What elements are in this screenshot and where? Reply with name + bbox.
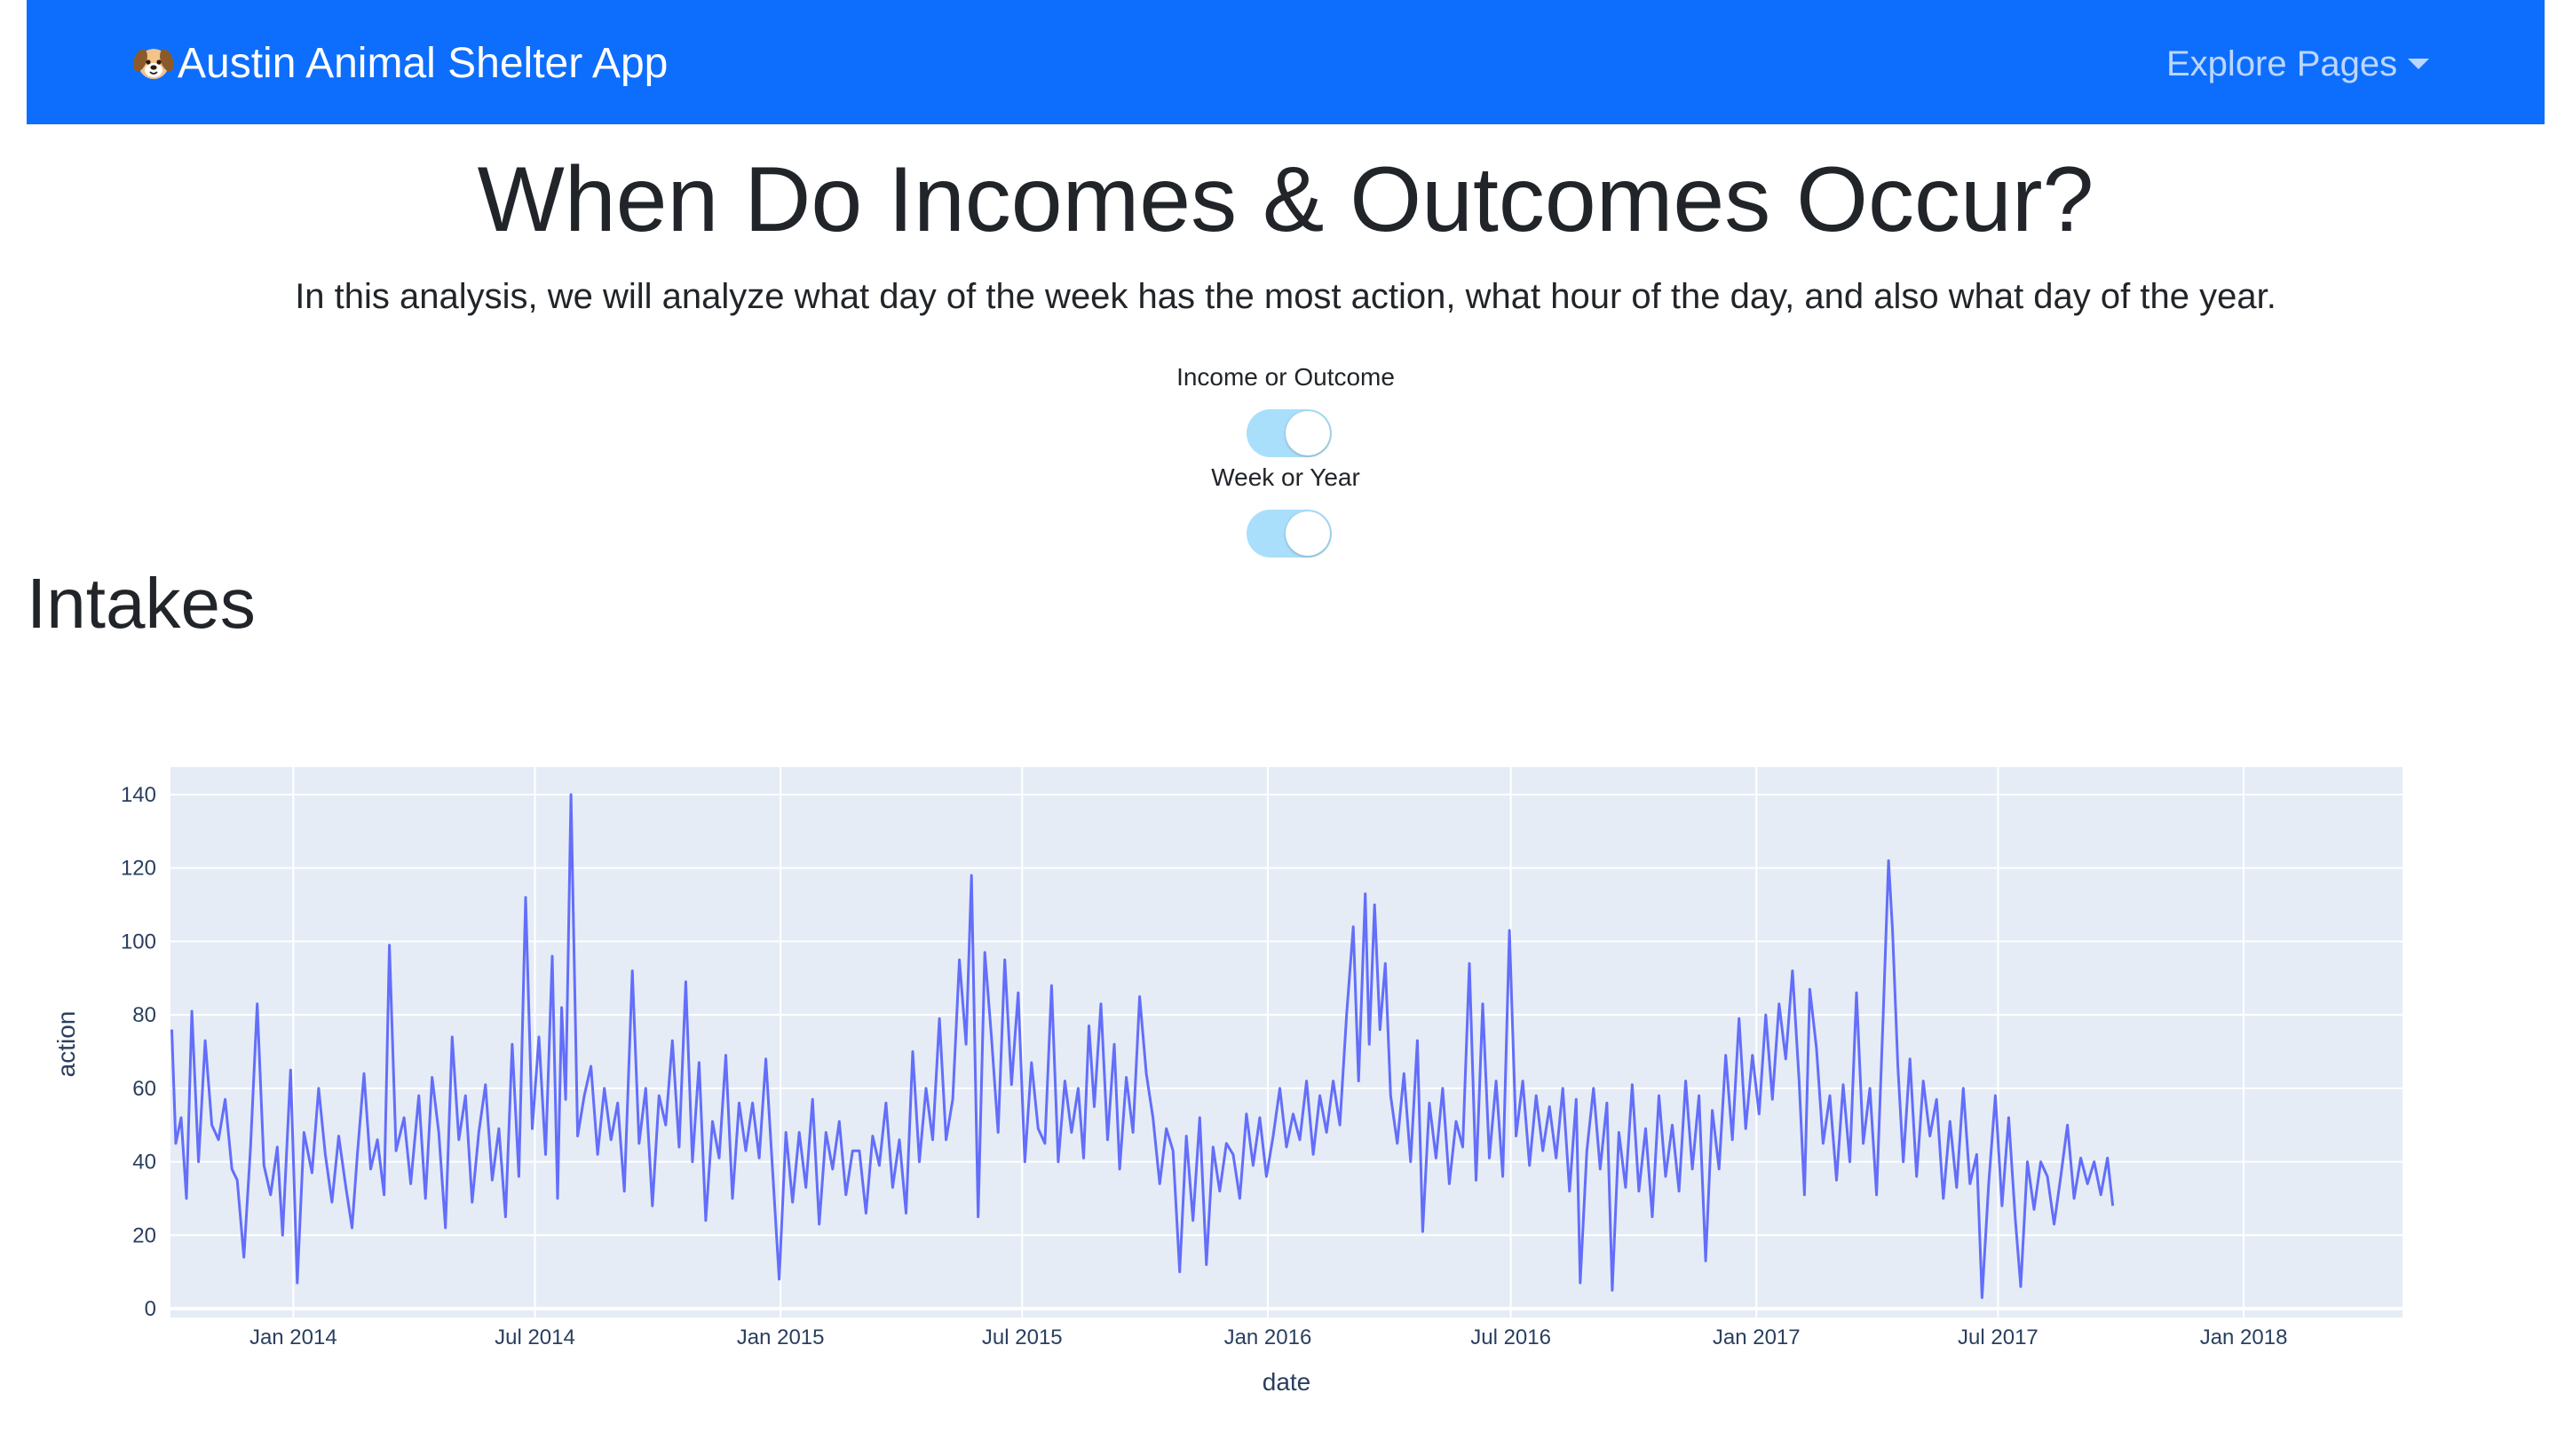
brand-label: Austin Animal Shelter App [178,39,669,87]
x-tick-label: Jan 2017 [1713,1325,1801,1349]
caret-down-icon [2408,59,2430,69]
x-tick-label: Jul 2015 [982,1325,1063,1349]
section-title: Intakes [27,564,256,643]
explore-pages-dropdown[interactable]: Explore Pages [2166,37,2430,91]
y-tick-label: 60 [132,1077,156,1101]
toggle-knob [1286,511,1330,556]
y-axis-ticks: 0 20 40 60 80 100 120 140 [121,783,156,1321]
income-outcome-toggle[interactable] [1247,409,1332,457]
x-tick-label: Jul 2017 [1958,1325,2038,1349]
x-axis-ticks: Jan 2014 Jul 2014 Jan 2015 Jul 2015 Jan 2016… [249,1325,2288,1349]
y-tick-label: 120 [121,857,156,881]
brand-link[interactable]: Austin Animal Shelter App [131,32,668,94]
toggle-knob [1286,411,1330,455]
x-tick-label: Jan 2015 [737,1325,825,1349]
plot-area [170,767,2403,1318]
week-year-label: Week or Year [1211,463,1360,491]
y-axis-title: action [52,1011,80,1078]
x-tick-label: Jul 2016 [1470,1325,1551,1349]
page-title: When Do Incomes & Outcomes Occur? [477,148,2094,251]
x-axis-title: date [1263,1368,1311,1396]
week-year-toggle[interactable] [1247,510,1332,558]
y-tick-label: 20 [132,1223,156,1247]
income-outcome-label: Income or Outcome [1176,363,1395,391]
series-line [170,793,2115,1300]
dog-face-icon [133,49,174,79]
top-navbar: Austin Animal Shelter App Explore Pages [27,0,2545,124]
y-tick-label: 80 [132,1003,156,1027]
x-tick-label: Jan 2016 [1224,1325,1312,1349]
x-tick-label: Jan 2014 [249,1325,337,1349]
explore-pages-label: Explore Pages [2166,44,2398,83]
y-tick-label: 100 [121,930,156,954]
x-tick-label: Jul 2014 [495,1325,575,1349]
y-tick-label: 0 [145,1297,156,1321]
y-tick-label: 40 [132,1151,156,1175]
y-tick-label: 140 [121,783,156,807]
intro-text: In this analysis, we will analyze what d… [295,277,2276,316]
x-tick-label: Jan 2018 [2200,1325,2288,1349]
